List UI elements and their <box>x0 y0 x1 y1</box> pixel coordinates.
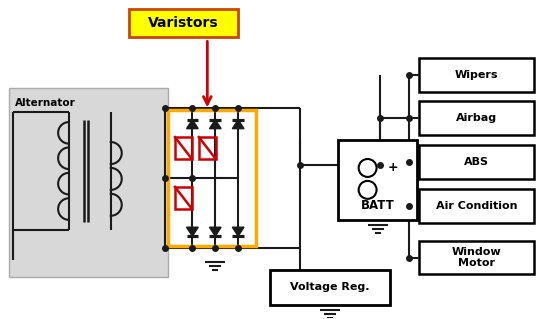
Bar <box>338 140 417 220</box>
Text: Window
Motor: Window Motor <box>452 247 501 268</box>
Bar <box>199 137 216 159</box>
Text: Air Condition: Air Condition <box>436 201 517 211</box>
Text: Voltage Reg.: Voltage Reg. <box>290 282 369 293</box>
Bar <box>419 145 534 179</box>
Text: Airbag: Airbag <box>456 113 497 123</box>
Polygon shape <box>187 120 198 129</box>
Bar <box>168 110 256 246</box>
Text: BATT: BATT <box>361 199 394 212</box>
Bar <box>9 88 168 278</box>
Bar <box>175 187 192 209</box>
Circle shape <box>359 159 377 177</box>
Polygon shape <box>187 227 198 236</box>
Bar <box>419 189 534 223</box>
Bar <box>419 101 534 135</box>
Polygon shape <box>209 227 221 236</box>
Bar <box>270 270 389 305</box>
Polygon shape <box>209 120 221 129</box>
Text: Wipers: Wipers <box>455 70 499 80</box>
Polygon shape <box>232 227 244 236</box>
Text: ABS: ABS <box>464 157 489 167</box>
Text: +: + <box>387 161 398 174</box>
Polygon shape <box>232 120 244 129</box>
Bar <box>419 241 534 274</box>
Bar <box>175 137 192 159</box>
Bar <box>419 58 534 92</box>
Bar <box>129 9 238 37</box>
Text: Varistors: Varistors <box>148 16 219 30</box>
Text: Alternator: Alternator <box>15 98 76 108</box>
Circle shape <box>359 181 377 199</box>
